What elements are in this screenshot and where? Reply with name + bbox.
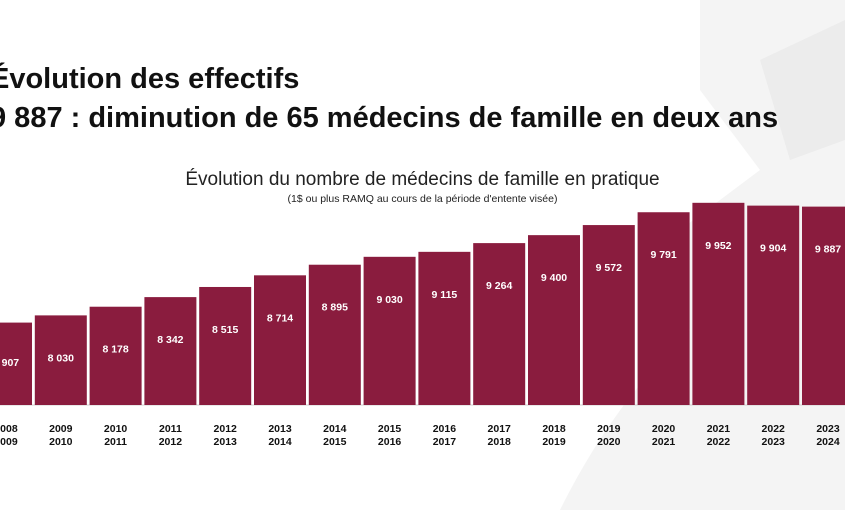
bar-2022-2023 bbox=[747, 205, 800, 405]
bar-2019-2020 bbox=[582, 225, 635, 405]
x-tick-label: 2009 bbox=[49, 423, 73, 435]
bar-value-label: 8 895 bbox=[322, 302, 348, 314]
x-tick-label: 2013 bbox=[214, 436, 238, 448]
bar-2018-2019 bbox=[528, 235, 580, 405]
x-tick-label: 2009 bbox=[0, 436, 18, 448]
bar-value-label: 9 264 bbox=[486, 280, 512, 292]
bar-2021-2022 bbox=[692, 202, 745, 405]
x-tick-label: 2020 bbox=[652, 423, 676, 435]
bar-2008-2009 bbox=[0, 322, 32, 405]
x-tick-label: 2017 bbox=[488, 423, 512, 435]
x-tick-label: 2015 bbox=[378, 423, 402, 435]
x-tick-label: 2012 bbox=[159, 436, 183, 448]
x-tick-label: 2014 bbox=[323, 423, 347, 435]
headline-primary: Évolution des effectifs bbox=[0, 63, 300, 95]
x-tick-label: 2010 bbox=[49, 436, 73, 448]
bar-value-label: 7 907 bbox=[0, 357, 19, 369]
x-tick-label: 2015 bbox=[323, 436, 347, 448]
bar-2020-2021 bbox=[637, 212, 690, 405]
x-tick-label: 2018 bbox=[542, 423, 566, 435]
x-tick-label: 2024 bbox=[816, 436, 840, 448]
bar-value-label: 9 115 bbox=[432, 289, 458, 301]
bar-value-label: 8 342 bbox=[157, 334, 183, 346]
x-tick-label: 2020 bbox=[597, 436, 621, 448]
bar-2015-2016 bbox=[363, 256, 416, 405]
bar-2009-2010 bbox=[34, 315, 87, 405]
bar-2016-2017 bbox=[418, 251, 471, 405]
bar-value-label: 9 904 bbox=[760, 243, 786, 255]
bar-value-label: 8 714 bbox=[267, 312, 293, 324]
x-tick-label: 2021 bbox=[707, 423, 731, 435]
x-tick-label: 2022 bbox=[762, 423, 786, 435]
bar-2011-2012 bbox=[144, 297, 197, 405]
x-tick-label: 2014 bbox=[268, 436, 292, 448]
bar-2014-2015 bbox=[308, 264, 361, 405]
x-tick-label: 2011 bbox=[159, 423, 182, 435]
x-tick-label: 2021 bbox=[652, 436, 676, 448]
bar-2012-2013 bbox=[199, 286, 252, 405]
bar-value-label: 8 515 bbox=[212, 324, 238, 336]
x-tick-label: 2011 bbox=[104, 436, 127, 448]
headline-secondary: 9 887 : diminution de 65 médecins de fam… bbox=[0, 102, 779, 134]
bar-2010-2011 bbox=[89, 306, 142, 405]
x-tick-label: 2012 bbox=[214, 423, 238, 435]
bar-2023-2024 bbox=[802, 206, 845, 405]
x-tick-label: 2023 bbox=[762, 436, 786, 448]
bar-value-label: 8 030 bbox=[48, 352, 74, 364]
x-tick-label: 2023 bbox=[816, 423, 840, 435]
x-tick-label: 2018 bbox=[488, 436, 512, 448]
bar-value-label: 9 030 bbox=[376, 294, 402, 306]
chart-title: Évolution du nombre de médecins de famil… bbox=[185, 169, 660, 190]
x-tick-label: 2017 bbox=[433, 436, 457, 448]
x-tick-label: 2016 bbox=[378, 436, 402, 448]
x-tick-label: 2008 bbox=[0, 423, 18, 435]
bar-value-label: 9 572 bbox=[596, 262, 622, 274]
x-tick-label: 2013 bbox=[268, 423, 292, 435]
x-tick-label: 2022 bbox=[707, 436, 731, 448]
chart-subtitle: (1$ ou plus RAMQ au cours de la période … bbox=[287, 193, 558, 205]
bar-value-label: 9 400 bbox=[541, 272, 567, 284]
bar-value-label: 9 791 bbox=[650, 249, 676, 261]
bar-value-label: 9 952 bbox=[705, 240, 731, 252]
bar-2017-2018 bbox=[473, 243, 526, 405]
x-tick-label: 2010 bbox=[104, 423, 128, 435]
x-tick-label: 2019 bbox=[542, 436, 566, 448]
bar-value-label: 8 178 bbox=[102, 344, 128, 356]
x-tick-label: 2019 bbox=[597, 423, 621, 435]
bar-value-label: 9 887 bbox=[815, 244, 841, 256]
x-tick-label: 2016 bbox=[433, 423, 457, 435]
bar-2013-2014 bbox=[254, 275, 306, 405]
